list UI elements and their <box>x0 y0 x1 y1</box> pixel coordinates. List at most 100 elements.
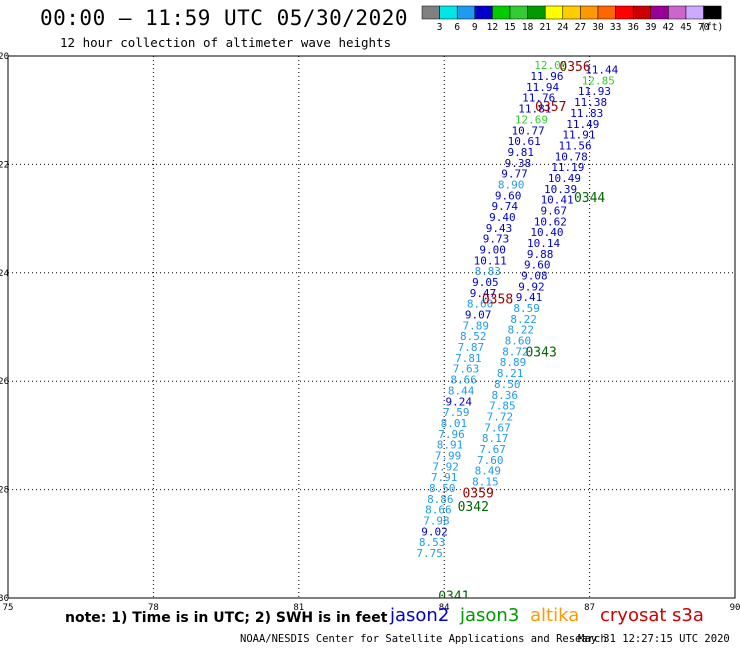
y-tick-label: -22 <box>0 160 9 170</box>
pass-label: 0357 <box>535 100 566 115</box>
data-label: 10.11 <box>474 254 507 267</box>
legend-s3a: s3a <box>672 605 704 626</box>
data-label: 8.50 <box>494 378 521 391</box>
footnote: note: 1) Time is in UTC; 2) SWH is in fe… <box>65 610 388 626</box>
data-label: 9.77 <box>501 168 528 181</box>
data-label: 9.67 <box>540 204 567 217</box>
data-label: 12.05 <box>534 59 567 72</box>
data-label: 9.08 <box>521 270 548 283</box>
colorbar-swatch <box>509 5 528 20</box>
colorbar-swatch <box>456 5 476 20</box>
colorbar-unit: (ft) <box>700 22 723 33</box>
colorbar-swatch <box>597 5 616 20</box>
legend-altika: altika <box>530 605 580 626</box>
data-label: 11.83 <box>570 107 603 120</box>
legend-jason2: jason2 <box>390 605 450 626</box>
colorbar-swatch <box>544 5 564 20</box>
colorbar-swatch <box>685 5 704 20</box>
data-layer: 12.0511.9611.9411.7611.8112.6910.7710.61… <box>416 59 618 598</box>
colorbar-label: 12 <box>487 22 498 33</box>
data-label: 7.59 <box>443 406 470 419</box>
data-label: 7.85 <box>489 400 516 413</box>
colorbar-label: 15 <box>504 22 515 33</box>
credit-line: NOAA/NESDIS Center for Satellite Applica… <box>240 633 607 645</box>
data-label: 7.72 <box>487 410 514 423</box>
data-label: 9.07 <box>465 309 492 322</box>
colorbar-label: 36 <box>627 22 639 33</box>
data-label: 11.94 <box>526 81 559 94</box>
colorbar-swatch <box>439 5 458 20</box>
pass-label: 0356 <box>559 60 590 75</box>
data-label: 8.72 <box>502 345 529 358</box>
data-label: 8.36 <box>492 389 519 402</box>
y-tick-label: -24 <box>0 269 9 279</box>
data-label: 11.93 <box>578 85 611 98</box>
data-label: 8.17 <box>482 432 509 445</box>
data-label: 8.60 <box>505 335 532 348</box>
timestamp: May 31 12:27:15 UTC 2020 <box>578 633 730 645</box>
colorbar-swatch <box>668 5 687 20</box>
data-label: 8.66 <box>425 504 452 517</box>
data-label: 9.02 <box>421 525 448 538</box>
data-label: 11.96 <box>530 70 563 83</box>
data-label: 7.89 <box>462 319 489 332</box>
data-label: 9.74 <box>492 200 519 213</box>
data-label: 10.61 <box>508 135 541 148</box>
data-label: 10.49 <box>548 172 581 185</box>
data-label: 11.56 <box>558 139 591 152</box>
legend-jason3: jason3 <box>460 605 520 626</box>
x-tick-label: 75 <box>3 603 14 613</box>
colorbar-label: 45 <box>680 22 691 33</box>
data-label: 8.52 <box>460 330 487 343</box>
data-label: 8.49 <box>475 465 502 478</box>
data-label: 8.90 <box>498 178 525 191</box>
data-label: 10.78 <box>555 150 588 163</box>
data-label: 11.91 <box>562 129 595 142</box>
pass-label: 0344 <box>574 191 605 206</box>
colorbar-swatch <box>421 5 440 20</box>
pass-label: 0358 <box>482 292 513 307</box>
data-label: 7.67 <box>479 443 506 456</box>
data-label: 9.60 <box>524 259 551 272</box>
pass-label: 0342 <box>458 500 489 515</box>
data-label: 7.87 <box>458 341 485 354</box>
data-label: 8.83 <box>475 265 502 278</box>
colorbar-swatch <box>492 5 511 20</box>
data-label: 11.49 <box>566 118 599 131</box>
data-label: 9.40 <box>489 211 516 224</box>
data-label: 8.44 <box>448 384 475 397</box>
y-tick-label: -26 <box>0 377 9 387</box>
data-label: 7.99 <box>435 449 462 462</box>
data-label: 7.63 <box>453 363 480 376</box>
data-label: 12.69 <box>515 113 548 126</box>
data-label: 10.41 <box>541 194 574 207</box>
data-label: 9.47 <box>470 287 497 300</box>
colorbar-label: 18 <box>522 22 534 33</box>
pass-label: 0359 <box>462 486 493 501</box>
colorbar-label: 3 <box>437 22 443 33</box>
data-label: 10.77 <box>511 124 544 137</box>
data-label: 7.91 <box>431 471 458 484</box>
data-label: 8.01 <box>441 417 468 430</box>
data-label: 7.67 <box>484 421 511 434</box>
colorbar-label: 24 <box>557 22 569 33</box>
data-label: 9.73 <box>483 233 510 246</box>
colorbar-label: 30 <box>592 22 604 33</box>
data-label: 9.88 <box>527 248 554 261</box>
y-tick-label: -28 <box>0 486 9 496</box>
data-label: 10.40 <box>530 226 563 239</box>
colorbar-label: 6 <box>454 22 460 33</box>
x-tick-label: 78 <box>148 603 159 613</box>
chart-subtitle: 12 hour collection of altimeter wave hei… <box>60 35 392 50</box>
data-label: 11.38 <box>574 96 607 109</box>
colorbar-swatch <box>650 5 669 20</box>
data-label: 9.00 <box>479 243 506 256</box>
data-label: 8.91 <box>437 439 464 452</box>
colorbar-swatch <box>527 5 546 20</box>
colorbar-label: 39 <box>645 22 657 33</box>
colorbar-swatch <box>703 5 722 20</box>
data-label: 10.14 <box>527 237 560 250</box>
data-label: 7.60 <box>477 454 504 467</box>
